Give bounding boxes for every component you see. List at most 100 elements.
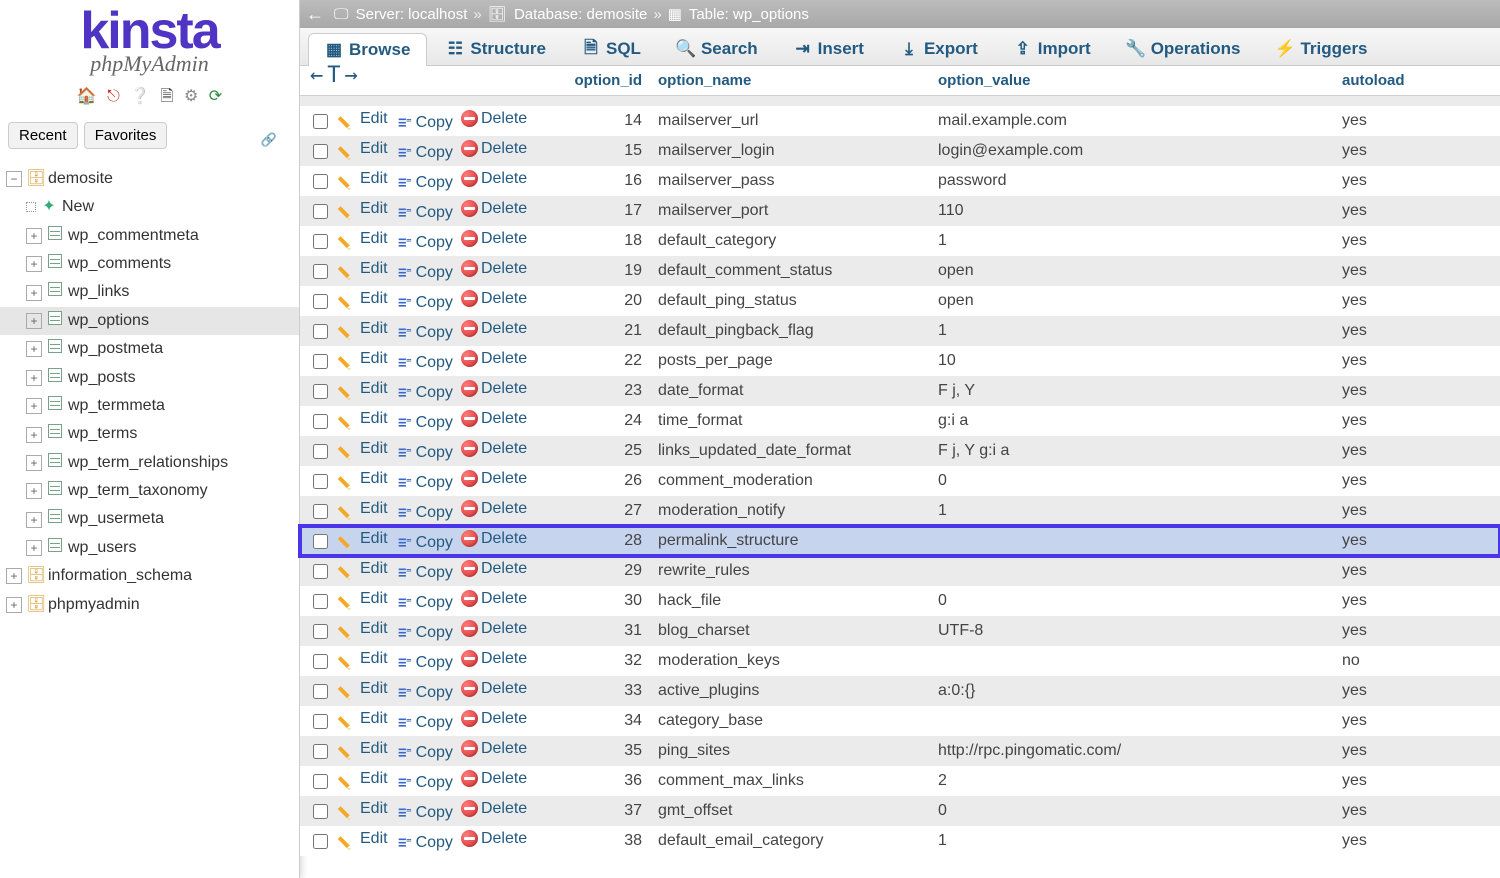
row-checkbox[interactable]: [313, 384, 328, 399]
table-row[interactable]: [300, 96, 1500, 106]
table-row[interactable]: Edit≡⁼CopyDelete33active_pluginsa:0:{}ye…: [300, 676, 1500, 706]
copy-link[interactable]: ≡⁼Copy: [396, 834, 453, 852]
edit-link[interactable]: Edit: [340, 110, 388, 128]
row-checkbox[interactable]: [313, 264, 328, 279]
row-checkbox[interactable]: [313, 324, 328, 339]
tab-sql[interactable]: 🗎SQL: [565, 32, 658, 65]
exit-icon[interactable]: ⎋: [107, 88, 120, 105]
table-row[interactable]: Edit≡⁼CopyDelete16mailserver_passpasswor…: [300, 166, 1500, 196]
table-row[interactable]: Edit≡⁼CopyDelete20default_ping_statusope…: [300, 286, 1500, 316]
tab-operations[interactable]: 🔧Operations: [1110, 32, 1258, 65]
tree-toggle-icon[interactable]: +: [6, 597, 22, 613]
row-checkbox[interactable]: [313, 804, 328, 819]
delete-link[interactable]: Delete: [461, 440, 527, 458]
help-icon[interactable]: ❔: [130, 88, 150, 105]
row-checkbox[interactable]: [313, 414, 328, 429]
edit-link[interactable]: Edit: [340, 320, 388, 338]
delete-link[interactable]: Delete: [461, 650, 527, 668]
crumb-database[interactable]: 🗄 Database: demosite: [488, 5, 648, 23]
row-checkbox[interactable]: [313, 174, 328, 189]
row-checkbox[interactable]: [313, 444, 328, 459]
table-row[interactable]: Edit≡⁼CopyDelete17mailserver_port110yes: [300, 196, 1500, 226]
table-row[interactable]: Edit≡⁼CopyDelete21default_pingback_flag1…: [300, 316, 1500, 346]
row-checkbox[interactable]: [313, 204, 328, 219]
tree-toggle-icon[interactable]: +: [26, 540, 42, 556]
col-option-name[interactable]: option_name: [658, 72, 938, 89]
copy-link[interactable]: ≡⁼Copy: [396, 594, 453, 612]
crumb-table[interactable]: ▦ Table: wp_options: [668, 5, 809, 23]
col-autoload[interactable]: autoload: [1342, 72, 1422, 89]
delete-link[interactable]: Delete: [461, 560, 527, 578]
refresh-icon[interactable]: ⟳: [209, 88, 222, 105]
delete-link[interactable]: Delete: [461, 350, 527, 368]
tab-export[interactable]: ⤓Export: [883, 32, 995, 65]
tree-db-information_schema[interactable]: +🗄information_schema: [0, 562, 299, 590]
copy-link[interactable]: ≡⁼Copy: [396, 234, 453, 252]
copy-link[interactable]: ≡⁼Copy: [396, 264, 453, 282]
tree-table-wp_posts[interactable]: +wp_posts: [0, 364, 299, 392]
tree-table-wp_term_relationships[interactable]: +wp_term_relationships: [0, 449, 299, 477]
recent-button[interactable]: Recent: [8, 122, 78, 149]
delete-link[interactable]: Delete: [461, 470, 527, 488]
tree-toggle-icon[interactable]: +: [26, 483, 42, 499]
delete-link[interactable]: Delete: [461, 230, 527, 248]
delete-link[interactable]: Delete: [461, 110, 527, 128]
edit-link[interactable]: Edit: [340, 200, 388, 218]
copy-link[interactable]: ≡⁼Copy: [396, 354, 453, 372]
copy-link[interactable]: ≡⁼Copy: [396, 384, 453, 402]
table-row[interactable]: Edit≡⁼CopyDelete24time_formatg:i ayes: [300, 406, 1500, 436]
delete-link[interactable]: Delete: [461, 200, 527, 218]
row-checkbox[interactable]: [313, 294, 328, 309]
row-checkbox[interactable]: [313, 594, 328, 609]
edit-link[interactable]: Edit: [340, 350, 388, 368]
edit-link[interactable]: Edit: [340, 380, 388, 398]
tree-table-wp_options[interactable]: +wp_options: [0, 307, 299, 335]
tree-table-wp_users[interactable]: +wp_users: [0, 534, 299, 562]
tab-triggers[interactable]: ⚡Triggers: [1259, 32, 1384, 65]
edit-link[interactable]: Edit: [340, 680, 388, 698]
doc-icon[interactable]: 🗎: [161, 88, 174, 105]
copy-link[interactable]: ≡⁼Copy: [396, 474, 453, 492]
tree-new[interactable]: ✦New: [0, 193, 299, 221]
edit-link[interactable]: Edit: [340, 800, 388, 818]
edit-link[interactable]: Edit: [340, 440, 388, 458]
tree-toggle-icon[interactable]: +: [26, 427, 42, 443]
edit-link[interactable]: Edit: [340, 560, 388, 578]
copy-link[interactable]: ≡⁼Copy: [396, 744, 453, 762]
table-row[interactable]: Edit≡⁼CopyDelete31blog_charsetUTF-8yes: [300, 616, 1500, 646]
row-checkbox[interactable]: [313, 534, 328, 549]
table-row[interactable]: Edit≡⁼CopyDelete34category_baseyes: [300, 706, 1500, 736]
table-row[interactable]: Edit≡⁼CopyDelete27moderation_notify1yes: [300, 496, 1500, 526]
tab-search[interactable]: 🔍Search: [660, 32, 775, 65]
edit-link[interactable]: Edit: [340, 710, 388, 728]
edit-link[interactable]: Edit: [340, 170, 388, 188]
tree-table-wp_commentmeta[interactable]: +wp_commentmeta: [0, 222, 299, 250]
tree-toggle-icon[interactable]: +: [26, 512, 42, 528]
edit-link[interactable]: Edit: [340, 260, 388, 278]
edit-link[interactable]: Edit: [340, 530, 388, 548]
table-row[interactable]: Edit≡⁼CopyDelete25links_updated_date_for…: [300, 436, 1500, 466]
row-checkbox[interactable]: [313, 354, 328, 369]
delete-link[interactable]: Delete: [461, 290, 527, 308]
delete-link[interactable]: Delete: [461, 380, 527, 398]
table-row[interactable]: Edit≡⁼CopyDelete37gmt_offset0yes: [300, 796, 1500, 826]
delete-link[interactable]: Delete: [461, 680, 527, 698]
row-checkbox[interactable]: [313, 564, 328, 579]
row-checkbox[interactable]: [313, 624, 328, 639]
edit-link[interactable]: Edit: [340, 740, 388, 758]
delete-link[interactable]: Delete: [461, 710, 527, 728]
row-checkbox[interactable]: [313, 834, 328, 849]
copy-link[interactable]: ≡⁼Copy: [396, 684, 453, 702]
col-option-value[interactable]: option_value: [938, 72, 1342, 89]
edit-link[interactable]: Edit: [340, 140, 388, 158]
tree-table-wp_comments[interactable]: +wp_comments: [0, 250, 299, 278]
copy-link[interactable]: ≡⁼Copy: [396, 324, 453, 342]
favorites-button[interactable]: Favorites: [84, 122, 168, 149]
table-row[interactable]: Edit≡⁼CopyDelete22posts_per_page10yes: [300, 346, 1500, 376]
row-checkbox[interactable]: [313, 774, 328, 789]
copy-link[interactable]: ≡⁼Copy: [396, 114, 453, 132]
delete-link[interactable]: Delete: [461, 590, 527, 608]
tree-db-phpmyadmin[interactable]: +🗄phpmyadmin: [0, 591, 299, 619]
gear-icon[interactable]: ⚙: [184, 88, 198, 105]
edit-link[interactable]: Edit: [340, 620, 388, 638]
